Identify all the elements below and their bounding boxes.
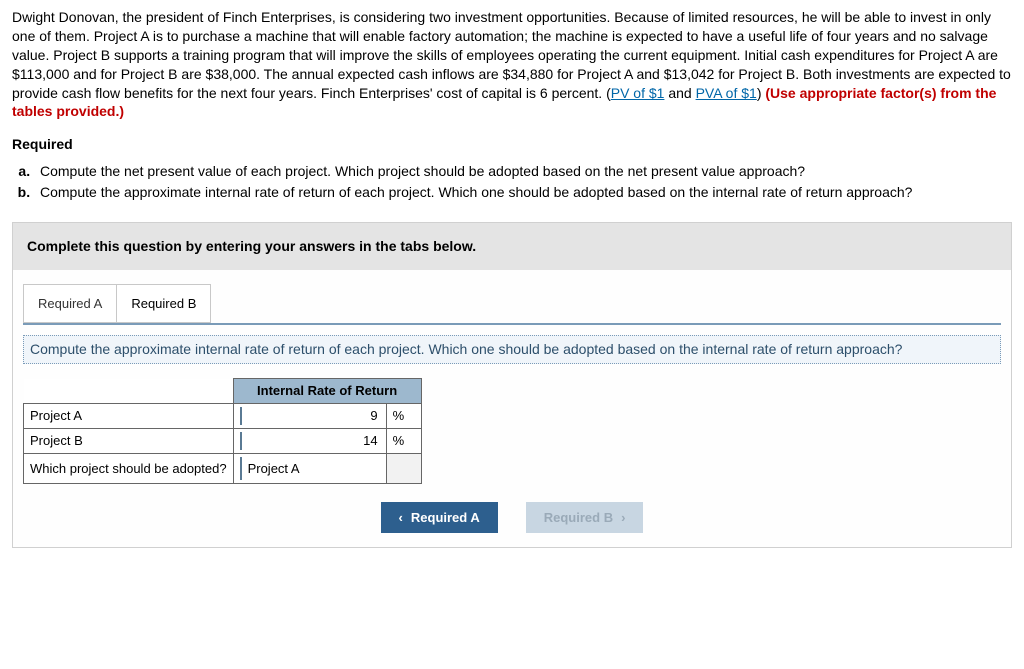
tab-required-b[interactable]: Required B (117, 284, 211, 324)
instruction-bar: Complete this question by entering your … (13, 223, 1011, 270)
requirement-b: Compute the approximate internal rate of… (34, 183, 1012, 202)
unit-a: % (386, 403, 421, 428)
next-label: Required B (544, 510, 613, 525)
row-label-b: Project B (24, 428, 234, 453)
prev-button[interactable]: ‹ Required A (381, 502, 498, 533)
tab-indicator (23, 323, 1001, 325)
and-text: and (664, 85, 695, 101)
next-button[interactable]: Required B › (526, 502, 644, 533)
tabs-row: Required A Required B (13, 270, 1011, 324)
empty-header-cell (24, 379, 234, 404)
select-row-label: Which project should be adopted? (24, 453, 234, 484)
select-cell[interactable]: Project A (233, 453, 386, 484)
nav-row: ‹ Required A Required B › (13, 502, 1011, 547)
sub-instruction: Compute the approximate internal rate of… (23, 335, 1001, 364)
table-row: Project A 9 % (24, 403, 422, 428)
required-heading: Required (12, 135, 1012, 154)
question-text: Dwight Donovan, the president of Finch E… (12, 8, 1012, 121)
answer-area: Complete this question by entering your … (12, 222, 1012, 548)
select-value[interactable]: Project A (240, 457, 380, 481)
chevron-right-icon: › (621, 510, 625, 525)
table-row: Project B 14 % (24, 428, 422, 453)
value-input-a[interactable]: 9 (240, 407, 380, 425)
value-cell-b[interactable]: 14 (233, 428, 386, 453)
chevron-left-icon: ‹ (399, 510, 403, 525)
value-input-b[interactable]: 14 (240, 432, 380, 450)
tab-required-a[interactable]: Required A (23, 284, 117, 324)
empty-unit-cell (386, 453, 421, 484)
pva-link[interactable]: PVA of $1 (696, 85, 757, 101)
pv-link[interactable]: PV of $1 (611, 85, 665, 101)
requirement-a: Compute the net present value of each pr… (34, 162, 1012, 181)
prev-label: Required A (411, 510, 480, 525)
row-label-a: Project A (24, 403, 234, 428)
irr-header: Internal Rate of Return (233, 379, 421, 404)
unit-b: % (386, 428, 421, 453)
irr-table: Internal Rate of Return Project A 9 % Pr… (23, 378, 422, 484)
table-row: Which project should be adopted? Project… (24, 453, 422, 484)
value-cell-a[interactable]: 9 (233, 403, 386, 428)
requirements-list: Compute the net present value of each pr… (12, 162, 1012, 202)
